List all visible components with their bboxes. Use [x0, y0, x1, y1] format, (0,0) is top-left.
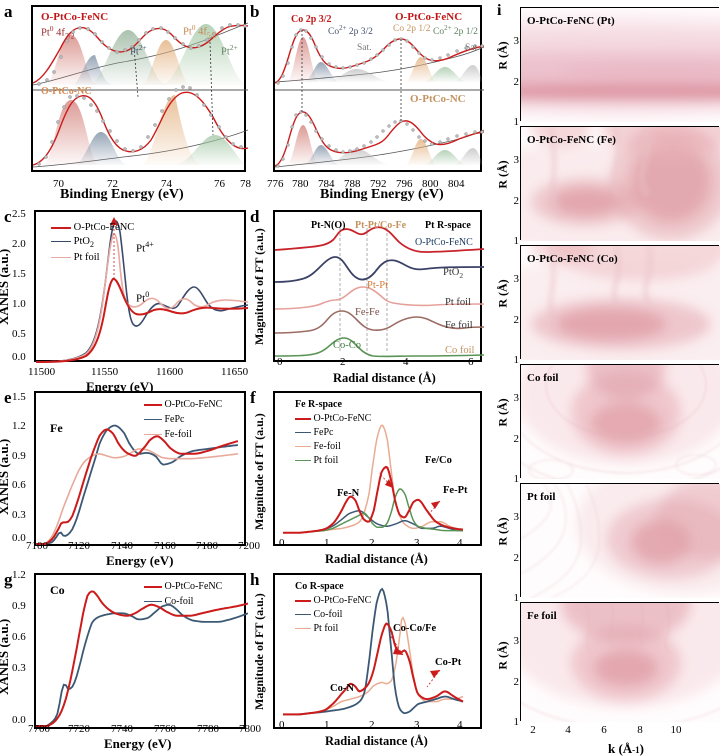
svg-text:O-PtCo-FeNC (Co): O-PtCo-FeNC (Co)	[527, 253, 618, 265]
svg-text:Co foil: Co foil	[527, 372, 558, 384]
svg-text:O-PtCo-FeNC (Pt): O-PtCo-FeNC (Pt)	[527, 15, 615, 27]
svg-text:Pt foil: Pt foil	[527, 491, 555, 503]
svg-text:O-PtCo-FeNC (Fe): O-PtCo-FeNC (Fe)	[527, 134, 616, 146]
svg-text:Fe foil: Fe foil	[527, 610, 557, 622]
